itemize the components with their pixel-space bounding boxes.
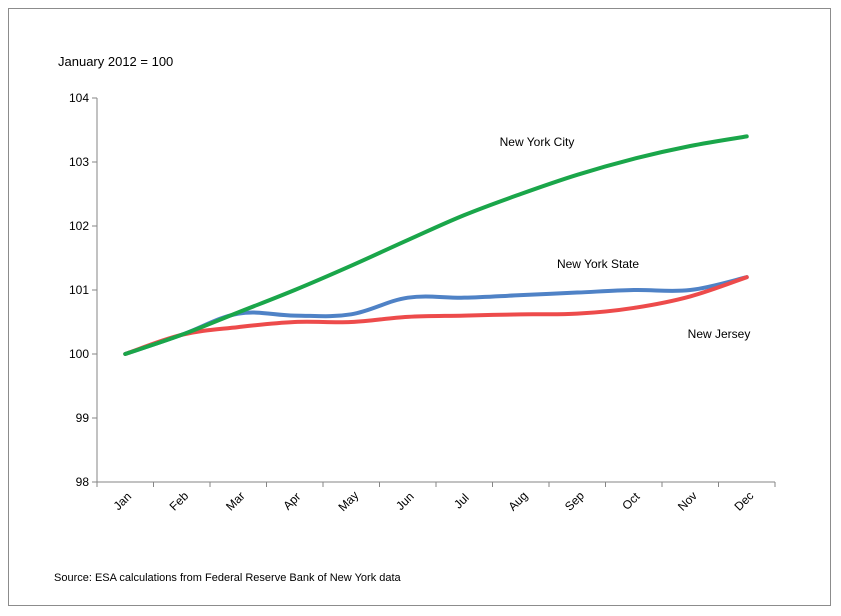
x-tick-label: Mar: [223, 489, 248, 514]
x-tick-label: Oct: [619, 489, 643, 513]
x-tick-label: Jul: [451, 491, 472, 512]
y-axis-title: January 2012 = 100: [58, 54, 174, 69]
x-tick-label: Feb: [167, 489, 192, 514]
series-line-new-jersey: [123, 275, 749, 356]
y-tick-label: 102: [69, 219, 89, 233]
x-tick-label: Apr: [280, 490, 303, 513]
series-label-new-york-state: New York State: [557, 257, 639, 271]
x-tick-label: Nov: [675, 489, 700, 514]
source-note: Source: ESA calculations from Federal Re…: [54, 572, 401, 584]
series-label-new-jersey: New Jersey: [688, 327, 751, 341]
x-tick-label: Jan: [111, 489, 135, 513]
x-tick-label: Sep: [562, 488, 587, 513]
series-layer: [123, 134, 749, 356]
y-tick-label: 99: [76, 411, 90, 425]
y-tick-label: 104: [69, 91, 89, 105]
x-tick-label: Jun: [393, 489, 417, 513]
y-tick-label: 103: [69, 155, 89, 169]
chart-frame: [8, 8, 831, 606]
series-label-new-york-city: New York City: [500, 135, 575, 149]
series-line-new-york-city: [123, 134, 749, 356]
series-labels: New York City New York State New Jersey: [500, 135, 751, 341]
x-tick-label: Dec: [731, 489, 756, 514]
y-tick-label: 100: [69, 347, 89, 361]
y-tick-label: 98: [76, 475, 90, 489]
x-tick-label: May: [335, 488, 361, 514]
x-tick-label: Aug: [505, 489, 530, 514]
y-tick-label: 101: [69, 283, 89, 297]
